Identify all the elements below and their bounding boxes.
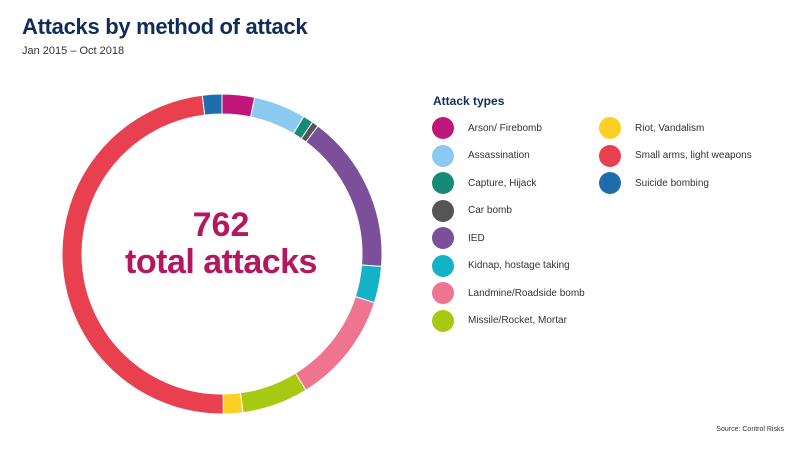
legend-swatch xyxy=(432,199,454,222)
legend-label: Car bomb xyxy=(468,205,512,216)
total-attacks-number: 762 xyxy=(192,206,250,244)
donut-slice-riot-vandalism xyxy=(222,392,244,415)
donut-slice-suicide-bombing xyxy=(201,93,223,116)
donut-slice-arson-firebomb xyxy=(221,93,256,118)
legend-swatch xyxy=(599,117,621,139)
legend-item-missile-rocket-mortar: Missile/Rocket, Mortar xyxy=(432,309,567,333)
legend-label: IED xyxy=(468,232,485,244)
chart-subtitle: Jan 2015 – Oct 2018 xyxy=(22,45,125,57)
legend-item-kidnap-hostage-taking: Kidnap, hostage taking xyxy=(432,254,570,278)
legend-swatch xyxy=(432,117,454,139)
source-note: Source: Control Risks xyxy=(716,426,784,433)
legend-swatch xyxy=(432,282,454,304)
legend-label: Landmine/Roadside bomb xyxy=(468,287,585,299)
legend-swatch xyxy=(432,144,454,167)
legend-label: Kidnap, hostage taking xyxy=(468,260,570,271)
legend-item-riot-vandalism: Riot, Vandalism xyxy=(599,116,704,140)
legend-title: Attack types xyxy=(433,94,505,108)
legend-item-landmine-roadside-bomb: Landmine/Roadside bomb xyxy=(432,281,585,305)
legend-item-car-bomb: Car bomb xyxy=(432,199,512,223)
legend-item-small-arms-light-weapons: Small arms, light weapons xyxy=(599,144,752,168)
legend-item-assassination: Assassination xyxy=(432,144,530,168)
legend-label: Riot, Vandalism xyxy=(635,122,705,134)
chart-title: Attacks by method of attack xyxy=(22,14,308,39)
legend-item-capture-hijack: Capture, Hijack xyxy=(432,171,536,195)
legend-label: Capture, Hijack xyxy=(468,177,537,189)
legend-swatch xyxy=(599,172,621,194)
legend-item-suicide-bombing: Suicide bombing xyxy=(599,171,709,195)
legend-label: Small arms, light weapons xyxy=(635,150,752,161)
total-attacks-label: total attacks xyxy=(125,243,317,281)
legend-item-ied: IED xyxy=(432,226,485,250)
legend-item-arson-firebomb: Arson/ Firebomb xyxy=(432,116,542,140)
legend-label: Suicide bombing xyxy=(635,177,709,189)
donut-slice-kidnap-hostage-taking xyxy=(354,264,383,304)
donut-slice-landmine-roadside-bomb xyxy=(294,295,376,391)
legend-swatch xyxy=(432,172,454,194)
legend-label: Assassination xyxy=(468,150,530,161)
donut-slice-missile-rocket-mortar xyxy=(239,372,307,414)
legend-swatch xyxy=(599,144,621,167)
legend-label: Missile/Rocket, Mortar xyxy=(468,315,567,326)
legend-label: Arson/ Firebomb xyxy=(468,122,542,134)
legend-swatch xyxy=(432,227,454,249)
legend: Arson/ Firebomb Assassination Capture, Hij… xyxy=(432,116,792,346)
legend-swatch xyxy=(432,254,454,277)
donut-slice-assassination xyxy=(250,96,305,135)
legend-swatch xyxy=(432,309,454,332)
